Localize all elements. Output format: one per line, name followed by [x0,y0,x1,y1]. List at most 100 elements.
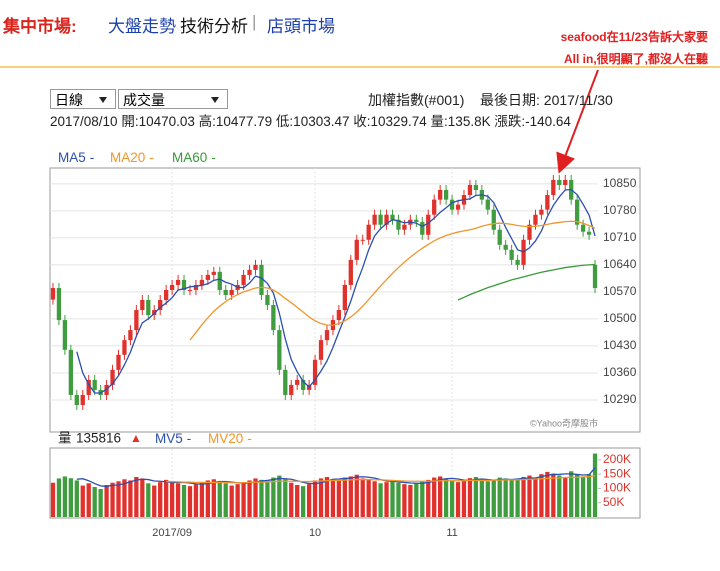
volume-bar [533,477,538,517]
candle-body [56,288,62,321]
volume-value: 135816 [76,431,121,446]
candle-body [432,199,437,215]
volume-bar [301,486,306,517]
candle-body [485,199,490,210]
ma-line [76,188,596,394]
volume-bar [432,477,437,517]
source: ©Yahoo奇摩股市 [530,417,598,428]
tab[interactable]: 大盤走勢 [108,17,176,36]
volume-bar [509,480,514,517]
candle-body [301,379,306,390]
legend-name: MV5 [155,431,183,446]
candle-body [175,279,181,285]
volume-bar [295,485,300,517]
period-select[interactable]: 日線 [50,89,116,109]
volume-bar [354,474,359,517]
volume-bar [586,474,592,517]
volume-bar [360,478,365,517]
volume-bar [569,471,574,517]
candle-body [295,379,300,385]
index-name: 加權指數(#001) [368,92,465,108]
legend-value: - [90,150,95,165]
legend-name: MA60 [172,150,207,165]
plot: 10290 10360 10430 10500 10570 10640 10710 10780… [50,168,637,539]
volume-bar [580,476,586,517]
volume-bar [116,481,121,517]
candle-body [152,310,157,316]
volume-bar [449,480,455,517]
legend-name: MA5 [58,150,86,165]
candle-body [473,184,479,190]
candle-body [110,369,115,385]
volume-bar [521,477,526,517]
volume-bar [193,484,199,517]
volume-bar [348,476,353,517]
volume-bar [86,483,91,517]
volume-bar [98,489,103,517]
candle-body [86,379,91,395]
volume-bar [68,478,73,517]
separator: | [252,12,257,31]
volume-bar [575,474,580,517]
candle-body [551,179,556,196]
volume-bar [306,484,312,517]
y-tick-label: 100K [603,481,631,495]
candle-body [527,224,532,240]
candle-body [247,269,252,275]
volume-bar [467,478,473,517]
legend-entry: MA60- [172,150,216,165]
candle-body [390,214,395,220]
volume-bar [503,478,508,517]
candle-body [312,359,318,385]
volume-bar [414,483,419,517]
candle-body [360,239,365,241]
volume-arrow: ▲ [130,431,142,445]
candle-body [62,320,68,350]
x-tick-label: 2017/09 [152,527,192,539]
candle-body [438,190,443,200]
legend-value: - [149,150,154,165]
candle-body [592,264,598,289]
tab[interactable]: 店頭市場 [267,17,335,36]
tab[interactable]: 技術分析 [180,17,248,36]
y-tick-label: 200K [603,452,631,466]
candle-body [211,271,216,275]
candle-body [354,239,359,260]
y-tick-label: 10500 [603,311,637,325]
candle-body [277,330,282,370]
candle-body [74,394,79,405]
y-tick-label: 10570 [603,284,637,298]
volume-bar [563,477,568,517]
indicator-select[interactable]: 成交量 [118,89,228,109]
y-tick-label: 150K [603,466,631,480]
volume-bar [92,487,97,517]
candle-body [164,289,169,300]
candle-body [342,284,347,311]
volume-bar [390,480,395,517]
volume-bar [152,485,157,517]
legend-name: MV20 [208,431,243,446]
volume-bar [372,481,377,517]
volume-bar [217,481,222,517]
candle-body [515,259,520,265]
volume-bar [235,484,240,517]
candle-body [181,279,187,290]
candle-body [259,264,264,295]
volume-bar [146,483,151,517]
volume-bar [384,482,389,517]
candle-body [217,271,222,290]
candle-body [271,305,276,331]
candle-body [455,204,461,210]
legend-entry: MA20- [110,150,154,165]
volume-bar [265,481,270,517]
candle-body [420,222,425,235]
y-tick-label: 50K [603,495,624,509]
ma-line [457,263,596,301]
volume-label: 量 [58,431,72,446]
volume-bar [271,477,276,517]
candle-body [575,199,580,225]
volume-bar [396,482,401,517]
volume-bar [122,479,127,517]
volume-bar [50,482,56,517]
